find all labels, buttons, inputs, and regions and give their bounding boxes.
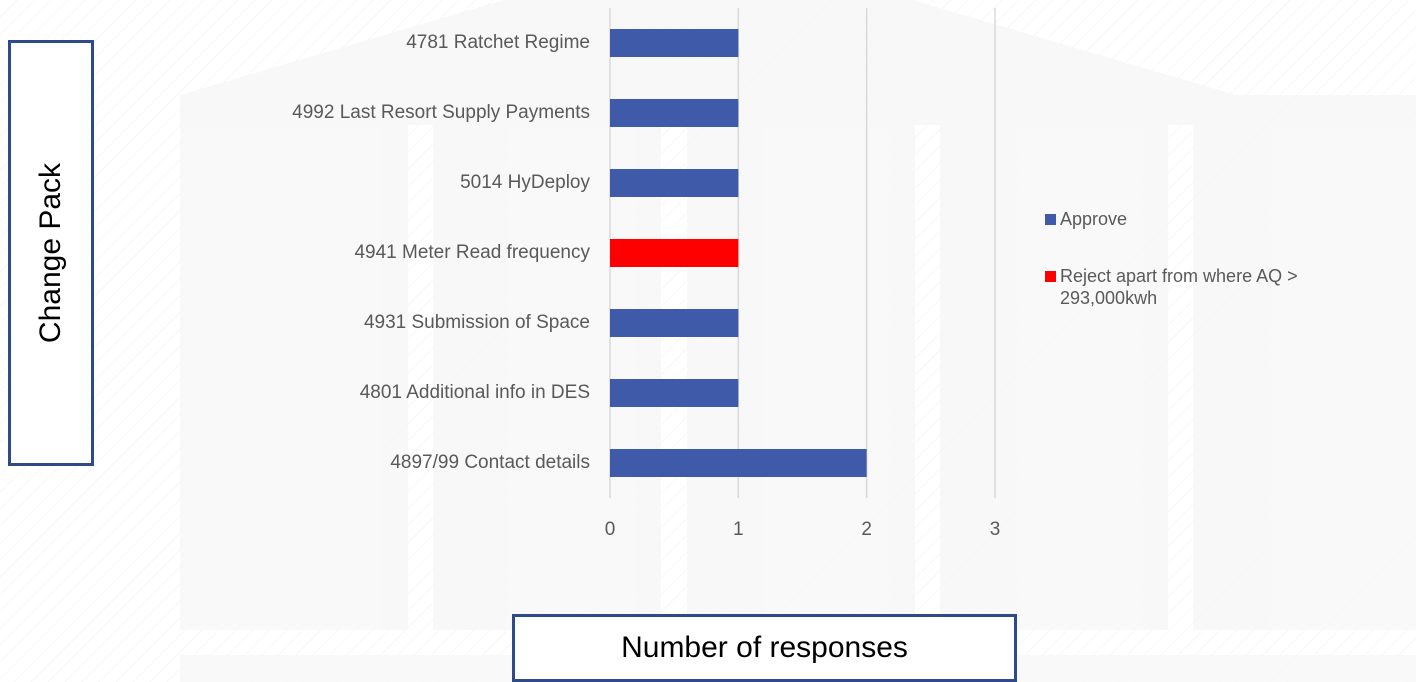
legend-item: Approve [1045, 208, 1385, 230]
legend-swatch [1045, 214, 1056, 225]
y-tick-label: 4931 Submission of Space [364, 312, 590, 333]
x-tick-label: 1 [733, 519, 744, 540]
x-tick-label: 3 [990, 519, 1001, 540]
bar [610, 29, 738, 57]
y-tick-label: 4992 Last Resort Supply Payments [292, 102, 590, 123]
y-axis-title: Change Pack [34, 163, 68, 343]
legend-item: Reject apart from where AQ > 293,000kwh [1045, 265, 1385, 309]
bar [610, 169, 738, 197]
y-tick-label: 4941 Meter Read frequency [354, 242, 590, 263]
bar [610, 239, 738, 267]
bar [610, 99, 738, 127]
page: {"chart_data": {"type": "bar", "orientat… [0, 0, 1416, 682]
y-tick-label: 4801 Additional info in DES [360, 382, 590, 403]
x-tick-label: 2 [861, 519, 872, 540]
x-axis-title: Number of responses [621, 631, 908, 665]
y-axis-title-box: Change Pack [8, 40, 94, 466]
bar [610, 449, 867, 477]
bar [610, 379, 738, 407]
y-tick-label: 5014 HyDeploy [460, 172, 590, 193]
y-tick-label: 4781 Ratchet Regime [406, 32, 590, 53]
legend-label: Reject apart from where AQ > 293,000kwh [1060, 265, 1360, 309]
y-tick-label: 4897/99 Contact details [390, 452, 590, 473]
x-tick-label: 0 [605, 519, 616, 540]
legend-label: Approve [1060, 208, 1127, 230]
x-axis-title-box: Number of responses [512, 614, 1017, 682]
legend-swatch [1045, 271, 1056, 282]
legend: Approve Reject apart from where AQ > 293,… [1045, 208, 1385, 344]
bar [610, 309, 738, 337]
